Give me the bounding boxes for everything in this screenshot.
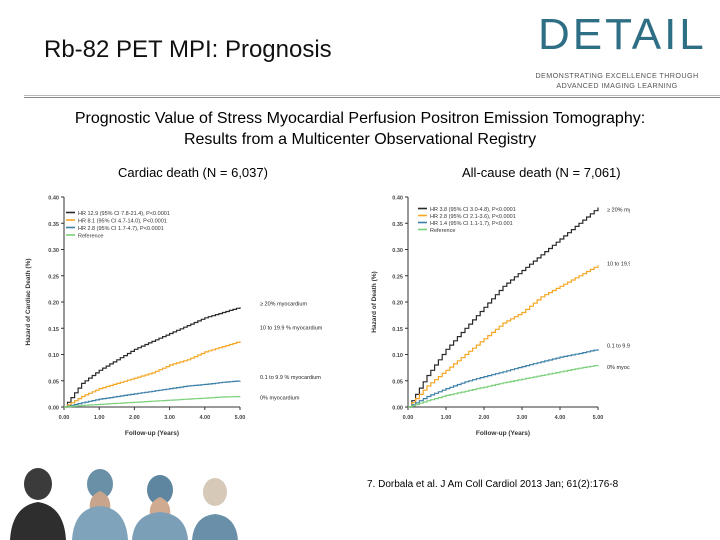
series-line-1 (64, 341, 241, 408)
y-tick-label: 0.00 (392, 406, 403, 412)
curve-label: 10 to 19.9 % myocardium (260, 325, 323, 331)
logo-tagline-1: DEMONSTRATING EXCELLENCE THROUGH (535, 71, 699, 80)
logo-word: DETAIL (538, 10, 707, 59)
legend-label: Reference (78, 234, 103, 240)
series-line-0 (64, 307, 241, 408)
series-line-1 (408, 265, 599, 408)
chart-title-cardiac-death: Cardiac death (N = 6,037) (118, 165, 268, 180)
y-axis-title: Hazard of Death (%) (371, 271, 378, 332)
curve-label: 0% myocardium (607, 365, 630, 371)
y-tick-label: 0.20 (392, 301, 403, 307)
y-tick-label: 0.40 (392, 196, 403, 202)
x-axis-title: Follow-up (Years) (476, 430, 530, 437)
y-tick-label: 0.30 (48, 248, 59, 254)
series-line-0 (408, 207, 599, 408)
legend-label: HR 3.8 (95% CI 3.0-4.8), P<0.0001 (430, 207, 516, 213)
cardiac-death-chart: 0.00 0.05 0.10 0.15 0.20 0.25 0.30 0.35 0.40 0.00… (25, 196, 323, 438)
series-line-3 (408, 365, 599, 408)
detail-logo: DETAIL DEMONSTRATING EXCELLENCE THROUGH … (522, 10, 712, 94)
y-tick-label: 0.35 (392, 222, 403, 228)
slide-subtitle: Prognostic Value of Stress Myocardial Pe… (20, 108, 700, 150)
x-tick-label: 2.00 (129, 415, 140, 421)
y-tick-label: 0.15 (392, 327, 403, 333)
all-cause-death-chart: 0.00 0.05 0.10 0.15 0.20 0.25 0.30 0.35 0.40 0.00… (371, 196, 630, 438)
curve-label: ≥ 20% myocardium (260, 301, 307, 307)
y-tick-label: 0.15 (48, 327, 59, 333)
logo-tagline-2: ADVANCED IMAGING LEARNING (556, 81, 678, 90)
legend-label: HR 2.8 (95% CI 2.1-3.6), P<0.0001 (430, 214, 516, 220)
x-tick-label: 0.00 (403, 415, 414, 421)
series-line-2 (408, 349, 599, 408)
y-tick-label: 0.05 (392, 379, 403, 385)
y-axis-title: Hazard of Cardiac Death (%) (25, 258, 32, 345)
y-tick-label: 0.25 (48, 274, 59, 280)
x-tick-label: 2.00 (479, 415, 490, 421)
y-tick-label: 0.35 (48, 222, 59, 228)
curve-label: ≥ 20% myocardium (607, 208, 630, 214)
header-divider (24, 95, 720, 96)
x-tick-label: 5.00 (235, 415, 246, 421)
legend-label: HR 1.4 (95% CI 1.1-1.7), P<0.001 (430, 221, 513, 227)
header-divider-dark (24, 97, 720, 98)
y-tick-label: 0.25 (392, 274, 403, 280)
legend-label: Reference (430, 228, 455, 234)
y-tick-label: 0.40 (48, 196, 59, 202)
x-tick-label: 5.00 (593, 415, 604, 421)
y-tick-label: 0.10 (392, 353, 403, 359)
x-tick-label: 1.00 (441, 415, 452, 421)
legend-label: HR 12.9 (95% CI 7.8-21.4), P<0.0001 (78, 211, 170, 217)
x-tick-label: 0.00 (59, 415, 70, 421)
y-tick-label: 0.20 (48, 301, 59, 307)
y-tick-label: 0.30 (392, 248, 403, 254)
x-tick-label: 1.00 (94, 415, 105, 421)
subtitle-line-2: Results from a Multicenter Observational… (183, 131, 537, 148)
surgeons-photo (0, 462, 250, 540)
subtitle-line-1: Prognostic Value of Stress Myocardial Pe… (74, 110, 646, 127)
citation: 7. Dorbala et al. J Am Coll Cardiol 2013… (367, 479, 619, 490)
series-line-2 (64, 380, 241, 408)
x-tick-label: 4.00 (555, 415, 566, 421)
legend-label: HR 2.8 (95% CI 1.7-4.7), P<0.0001 (78, 226, 164, 232)
chart-title-all-cause-death: All-cause death (N = 7,061) (462, 165, 621, 180)
x-tick-label: 3.00 (164, 415, 175, 421)
slide-title: Rb-82 PET MPI: Prognosis (44, 36, 332, 63)
curve-label: 0.1 to 9.9 % myocardium (260, 375, 321, 381)
curve-label: 0.1 to 9.9 % myocardium (607, 343, 630, 349)
x-tick-label: 3.00 (517, 415, 528, 421)
series-line-3 (64, 396, 241, 408)
x-axis-title: Follow-up (Years) (125, 430, 179, 437)
x-tick-label: 4.00 (199, 415, 210, 421)
curve-label: 10 to 19.9 % myocardium (607, 261, 630, 267)
curve-label: 0% myocardium (260, 396, 300, 402)
legend-label: HR 8.1 (95% CI 4.7-14.0), P<0.0001 (78, 219, 167, 225)
y-tick-label: 0.00 (48, 406, 59, 412)
y-tick-label: 0.10 (48, 353, 59, 359)
y-tick-label: 0.05 (48, 379, 59, 385)
